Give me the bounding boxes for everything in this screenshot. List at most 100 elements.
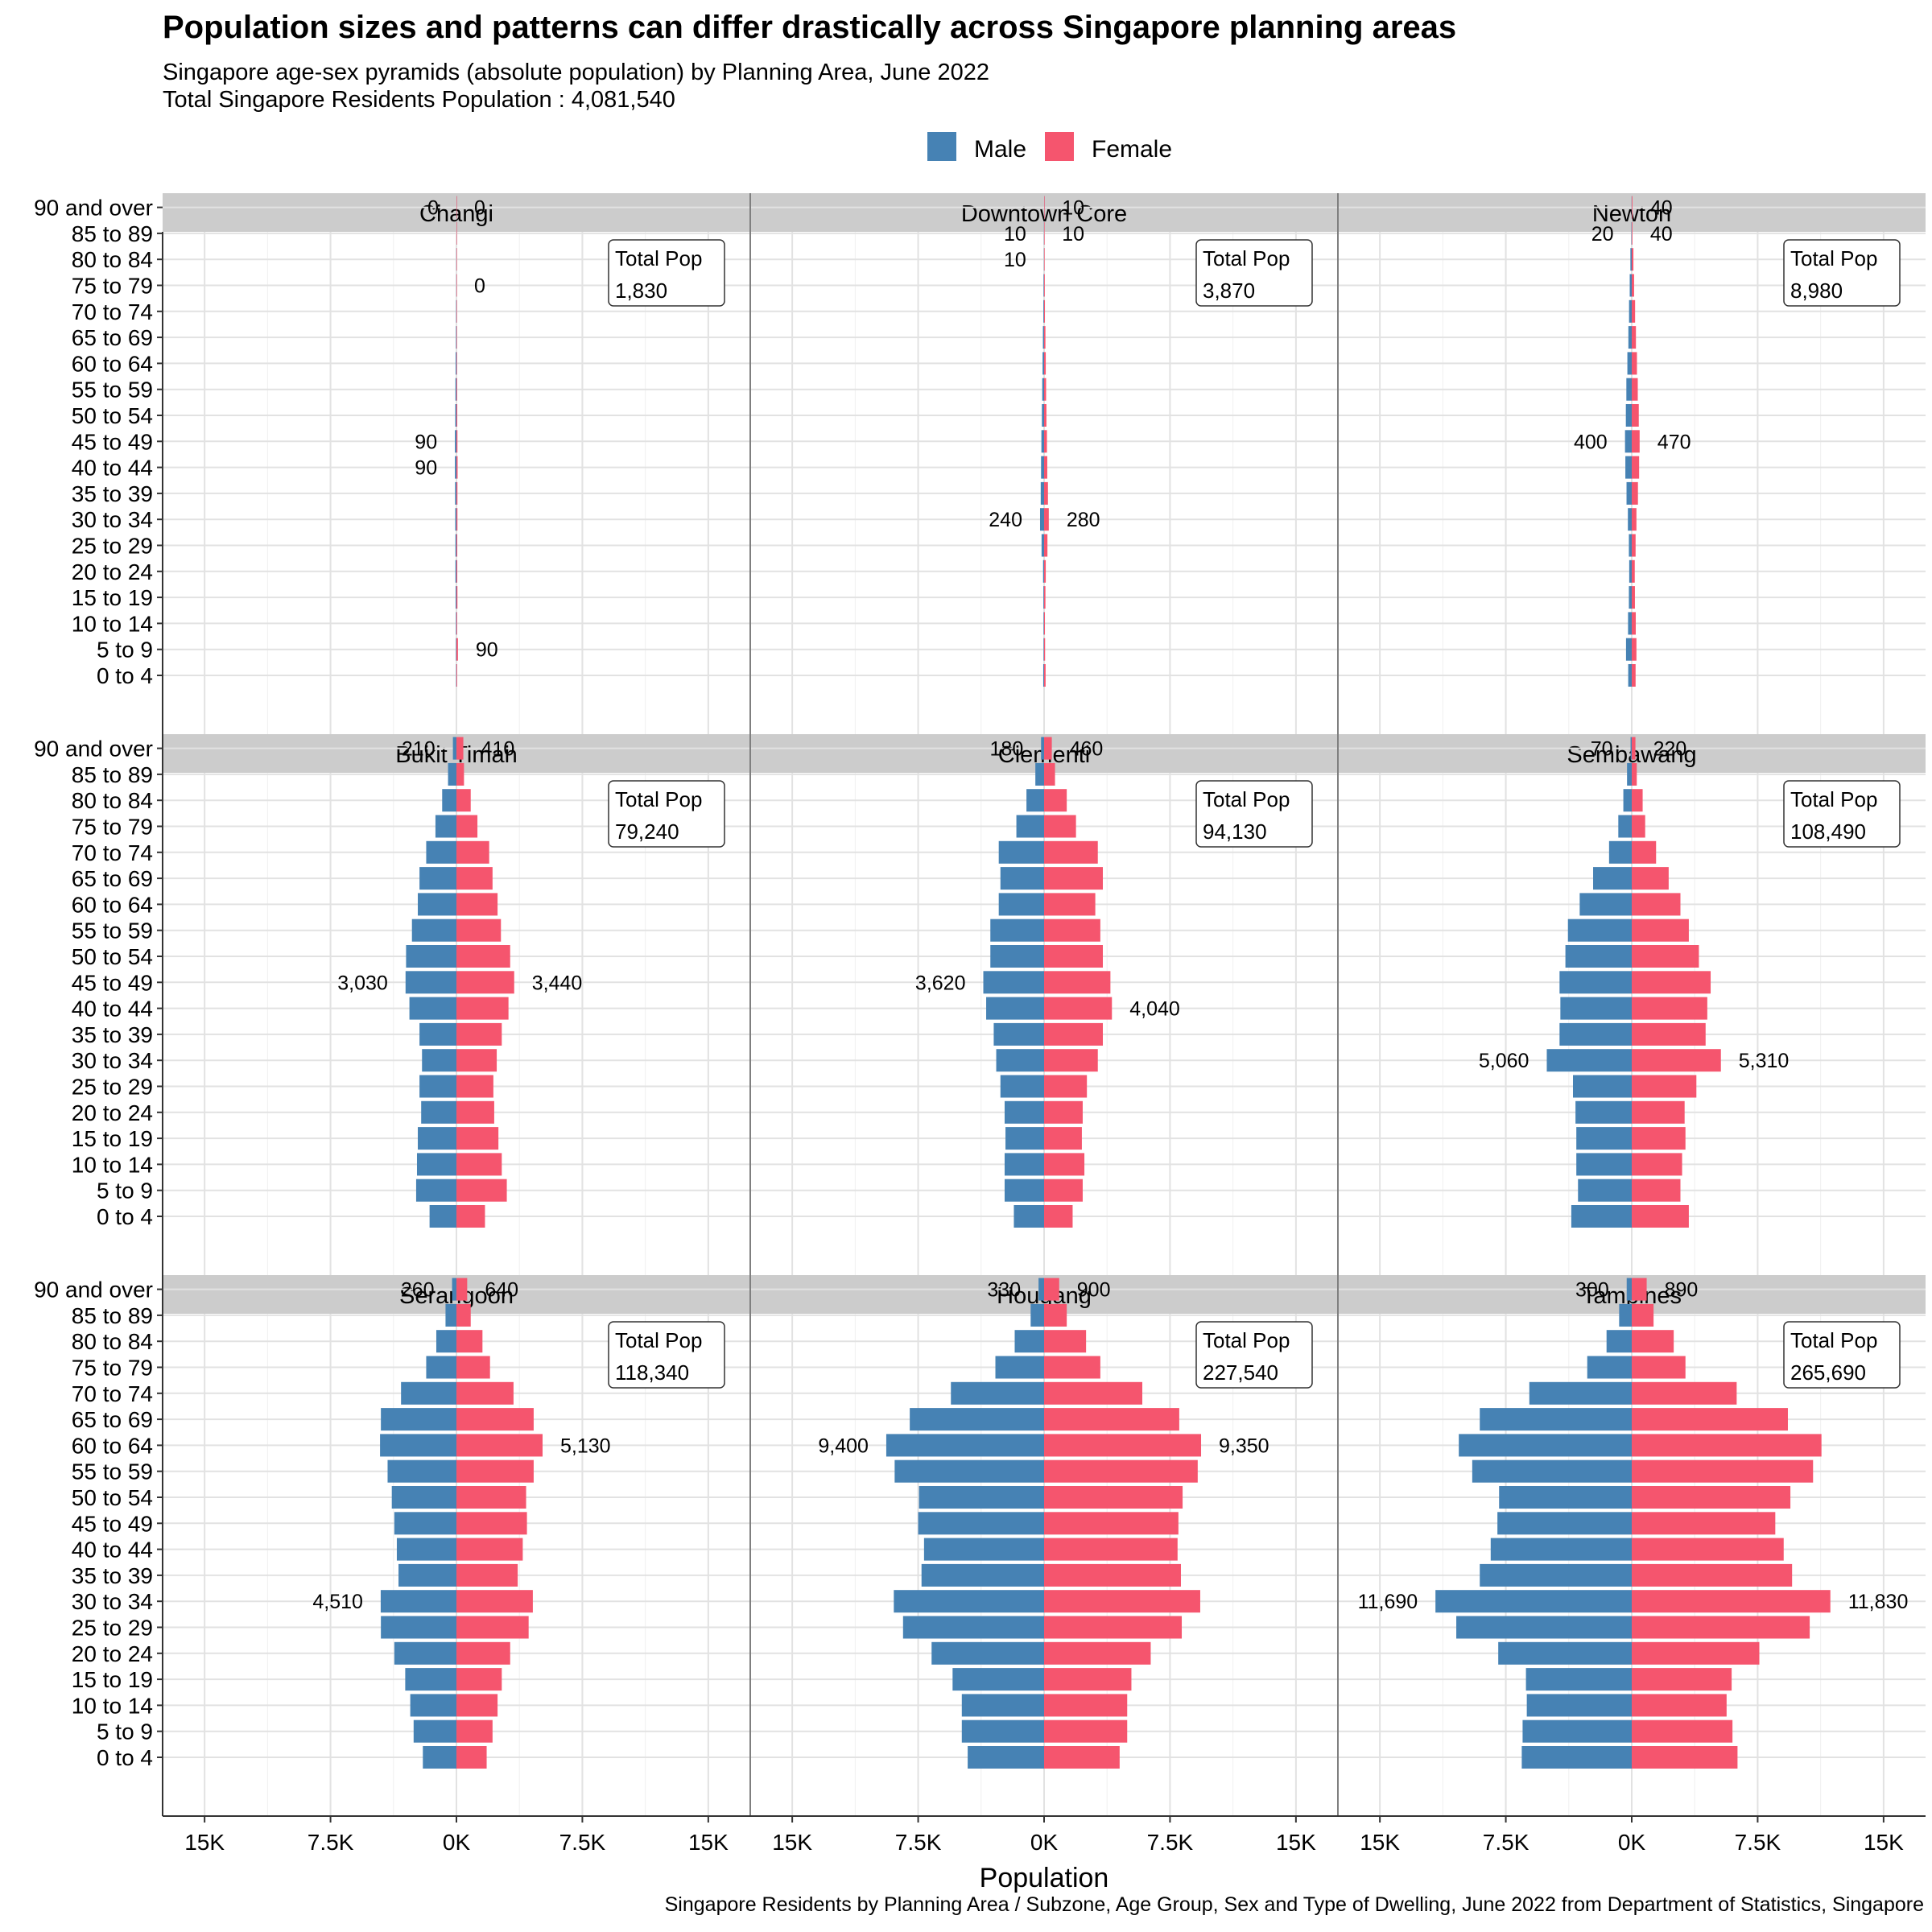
y-tick-label: 40 to 44 xyxy=(72,1538,153,1563)
bar-male-sembawang xyxy=(1608,840,1632,864)
bar-female-bukit-timah xyxy=(456,1179,507,1202)
bar-male-tampines xyxy=(1587,1356,1632,1379)
bar-female-bukit-timah xyxy=(456,1049,497,1072)
bar-female-newton xyxy=(1632,430,1640,453)
bar-female-bukit-timah xyxy=(456,1205,485,1228)
bar-female-hougang xyxy=(1044,1563,1181,1587)
bar-female-tampines xyxy=(1632,1330,1674,1353)
bar-male-hougang xyxy=(961,1694,1044,1717)
bar-female-serangoon xyxy=(456,1381,514,1405)
bar-female-serangoon xyxy=(456,1668,502,1691)
bar-female-tampines xyxy=(1632,1538,1784,1561)
bar-male-sembawang xyxy=(1627,762,1632,786)
y-tick-label: 85 to 89 xyxy=(72,1303,153,1328)
bar-female-changi xyxy=(456,559,458,583)
bar-male-hougang xyxy=(931,1641,1044,1665)
bar-female-downtown-core xyxy=(1044,534,1048,557)
bar-female-sembawang xyxy=(1632,840,1657,864)
x-tick-label: 15K xyxy=(184,1830,225,1855)
bar-male-hougang xyxy=(921,1563,1044,1587)
data-label-female-bukit-timah: 410 xyxy=(481,738,515,761)
bar-male-bukit-timah xyxy=(422,1049,456,1072)
bar-male-clementi xyxy=(1035,762,1044,786)
bar-female-tampines xyxy=(1632,1381,1737,1405)
bar-female-hougang xyxy=(1044,1746,1120,1769)
bar-female-newton xyxy=(1632,404,1639,427)
bar-male-clementi xyxy=(1013,1205,1044,1228)
bar-male-serangoon xyxy=(387,1459,456,1483)
bar-male-sembawang xyxy=(1559,971,1632,994)
data-label-male-sembawang: 5,060 xyxy=(1479,1050,1530,1072)
y-tick-label: 15 to 19 xyxy=(72,1126,153,1151)
y-tick-label: 10 to 14 xyxy=(72,1152,153,1177)
bar-female-downtown-core xyxy=(1044,508,1049,531)
y-tick-label: 35 to 39 xyxy=(72,1022,153,1047)
bar-female-tampines xyxy=(1632,1434,1822,1457)
bar-female-changi xyxy=(456,456,458,479)
total-pop-value-changi: 1,830 xyxy=(615,279,667,303)
legend-swatch-female xyxy=(1045,132,1074,161)
total-pop-box-hougang xyxy=(1195,1321,1313,1389)
bar-male-serangoon xyxy=(405,1668,456,1691)
bar-male-tampines xyxy=(1472,1459,1632,1483)
bar-female-newton xyxy=(1632,221,1633,245)
bar-male-hougang xyxy=(951,1381,1044,1405)
y-tick-label: 25 to 29 xyxy=(72,1075,153,1100)
data-label-female-sembawang: 5,310 xyxy=(1739,1050,1790,1072)
bar-male-sembawang xyxy=(1593,867,1632,890)
bar-male-newton xyxy=(1624,430,1632,453)
bar-male-downtown-core xyxy=(1042,326,1044,349)
data-label-male-sembawang: 70 xyxy=(1591,738,1613,761)
bar-male-downtown-core xyxy=(1042,352,1044,375)
total-pop-box-tampines xyxy=(1783,1321,1901,1389)
y-tick-label: 20 to 24 xyxy=(72,559,153,584)
bar-female-clementi xyxy=(1044,867,1103,890)
x-tick-label: 0K xyxy=(1618,1830,1646,1855)
bar-female-downtown-core xyxy=(1044,299,1046,323)
y-tick-label: 50 to 54 xyxy=(72,944,153,969)
total-pop-box-bukit-timah xyxy=(608,780,725,848)
chart-subtitle-line-2: Total Singapore Residents Population : 4… xyxy=(163,87,675,113)
bar-female-newton xyxy=(1632,274,1634,297)
bar-male-changi xyxy=(456,664,457,687)
bar-male-tampines xyxy=(1525,1668,1632,1691)
bar-female-newton xyxy=(1632,638,1637,661)
y-tick-label: 45 to 49 xyxy=(72,970,153,995)
bar-female-tampines xyxy=(1632,1408,1788,1431)
y-tick-label: 10 to 14 xyxy=(72,1693,153,1718)
chart-subtitle-line-1: Singapore age-sex pyramids (absolute pop… xyxy=(163,60,989,85)
y-tick-label: 50 to 54 xyxy=(72,403,153,428)
bar-female-serangoon xyxy=(456,1278,468,1301)
bar-female-bukit-timah xyxy=(456,1153,502,1176)
bar-female-clementi xyxy=(1044,815,1076,838)
bar-male-clementi xyxy=(1041,737,1044,760)
bar-male-newton xyxy=(1628,664,1632,687)
bar-male-serangoon xyxy=(381,1408,456,1431)
bar-male-bukit-timah xyxy=(426,840,456,864)
bar-female-sembawang xyxy=(1632,1100,1685,1124)
y-tick-label: 65 to 69 xyxy=(72,866,153,891)
y-tick-label: 20 to 24 xyxy=(72,1641,153,1666)
bar-female-serangoon xyxy=(456,1459,534,1483)
data-label-male-serangoon: 4,510 xyxy=(312,1591,363,1613)
bar-male-downtown-core xyxy=(1040,481,1044,505)
bar-female-tampines xyxy=(1632,1668,1732,1691)
bar-male-hougang xyxy=(961,1719,1044,1743)
bar-female-downtown-core xyxy=(1044,456,1047,479)
y-tick-label: 0 to 4 xyxy=(97,663,153,688)
data-label-male-bukit-timah: 3,030 xyxy=(337,972,388,994)
bar-female-sembawang xyxy=(1632,893,1681,916)
bar-male-tampines xyxy=(1459,1434,1632,1457)
bar-male-changi xyxy=(456,299,457,323)
bar-male-tampines xyxy=(1480,1408,1632,1431)
bar-male-newton xyxy=(1625,638,1632,661)
y-tick-label: 35 to 39 xyxy=(72,1563,153,1588)
bar-male-newton xyxy=(1629,274,1632,297)
bar-male-downtown-core xyxy=(1042,559,1044,583)
y-tick-label: 15 to 19 xyxy=(72,585,153,610)
bar-female-bukit-timah xyxy=(456,1075,493,1098)
total-pop-label-serangoon: Total Pop xyxy=(615,1328,702,1352)
bar-female-clementi xyxy=(1044,997,1113,1020)
data-label-male-clementi: 3,620 xyxy=(915,972,966,994)
bar-female-tampines xyxy=(1632,1590,1831,1613)
